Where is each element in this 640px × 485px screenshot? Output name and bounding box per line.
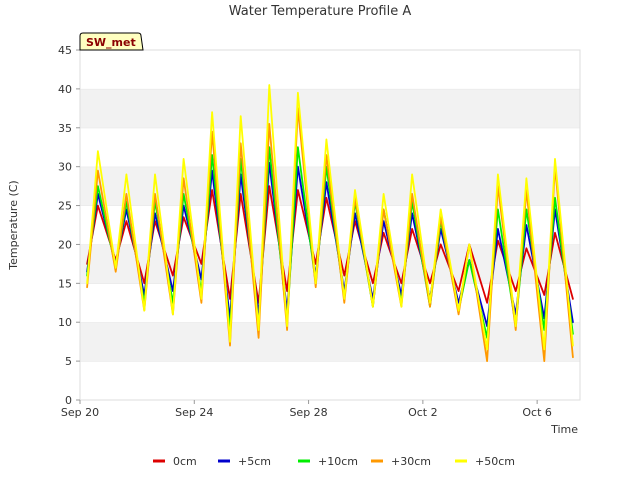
grid-band: [80, 88, 580, 128]
x-axis-ticks: Sep 20 Sep 24 Sep 28 Oct 2 Oct 6: [61, 400, 552, 419]
legend-label: +5cm: [238, 455, 271, 468]
plot-frame: [79, 49, 581, 401]
sw-met-badge: SW_met: [79, 32, 144, 51]
x-tick-label: Sep 28: [289, 406, 327, 419]
grid-band: [80, 361, 580, 400]
x-tick-label: Oct 6: [522, 406, 552, 419]
y-tick-label: 20: [58, 238, 72, 251]
x-tick-label: Sep 24: [175, 406, 213, 419]
x-tick-label: Oct 2: [408, 406, 438, 419]
legend-label: +30cm: [391, 455, 431, 468]
grid-band: [80, 283, 580, 323]
y-tick-label: 30: [58, 161, 72, 174]
y-axis-label: Temperature (C): [7, 180, 20, 270]
x-tick-label: Sep 20: [61, 406, 99, 419]
x-axis-label: Time: [550, 423, 578, 436]
legend-label: +10cm: [318, 455, 358, 468]
y-tick-label: 45: [58, 44, 72, 57]
y-tick-label: 10: [58, 316, 72, 329]
y-tick-label: 35: [58, 122, 72, 135]
legend-label: +50cm: [475, 455, 515, 468]
badge-label: SW_met: [86, 36, 136, 49]
grid-band: [80, 50, 580, 89]
y-tick-label: 0: [65, 394, 72, 407]
grid-band: [80, 127, 580, 167]
chart-title: Water Temperature Profile A: [229, 4, 412, 19]
legend: 0cm +5cm +10cm +30cm +50cm: [153, 455, 515, 468]
series-line-50cm: [86, 84, 574, 351]
y-tick-label: 25: [58, 200, 72, 213]
y-axis-ticks: 0 5 10 15 20 25 30 35 40 45: [58, 44, 80, 407]
badge-box: [79, 32, 144, 51]
legend-label: 0cm: [173, 455, 197, 468]
y-tick-label: 15: [58, 277, 72, 290]
series-lines: [86, 84, 574, 362]
y-tick-label: 40: [58, 83, 72, 96]
grid-band: [80, 322, 580, 362]
y-tick-label: 5: [65, 355, 72, 368]
